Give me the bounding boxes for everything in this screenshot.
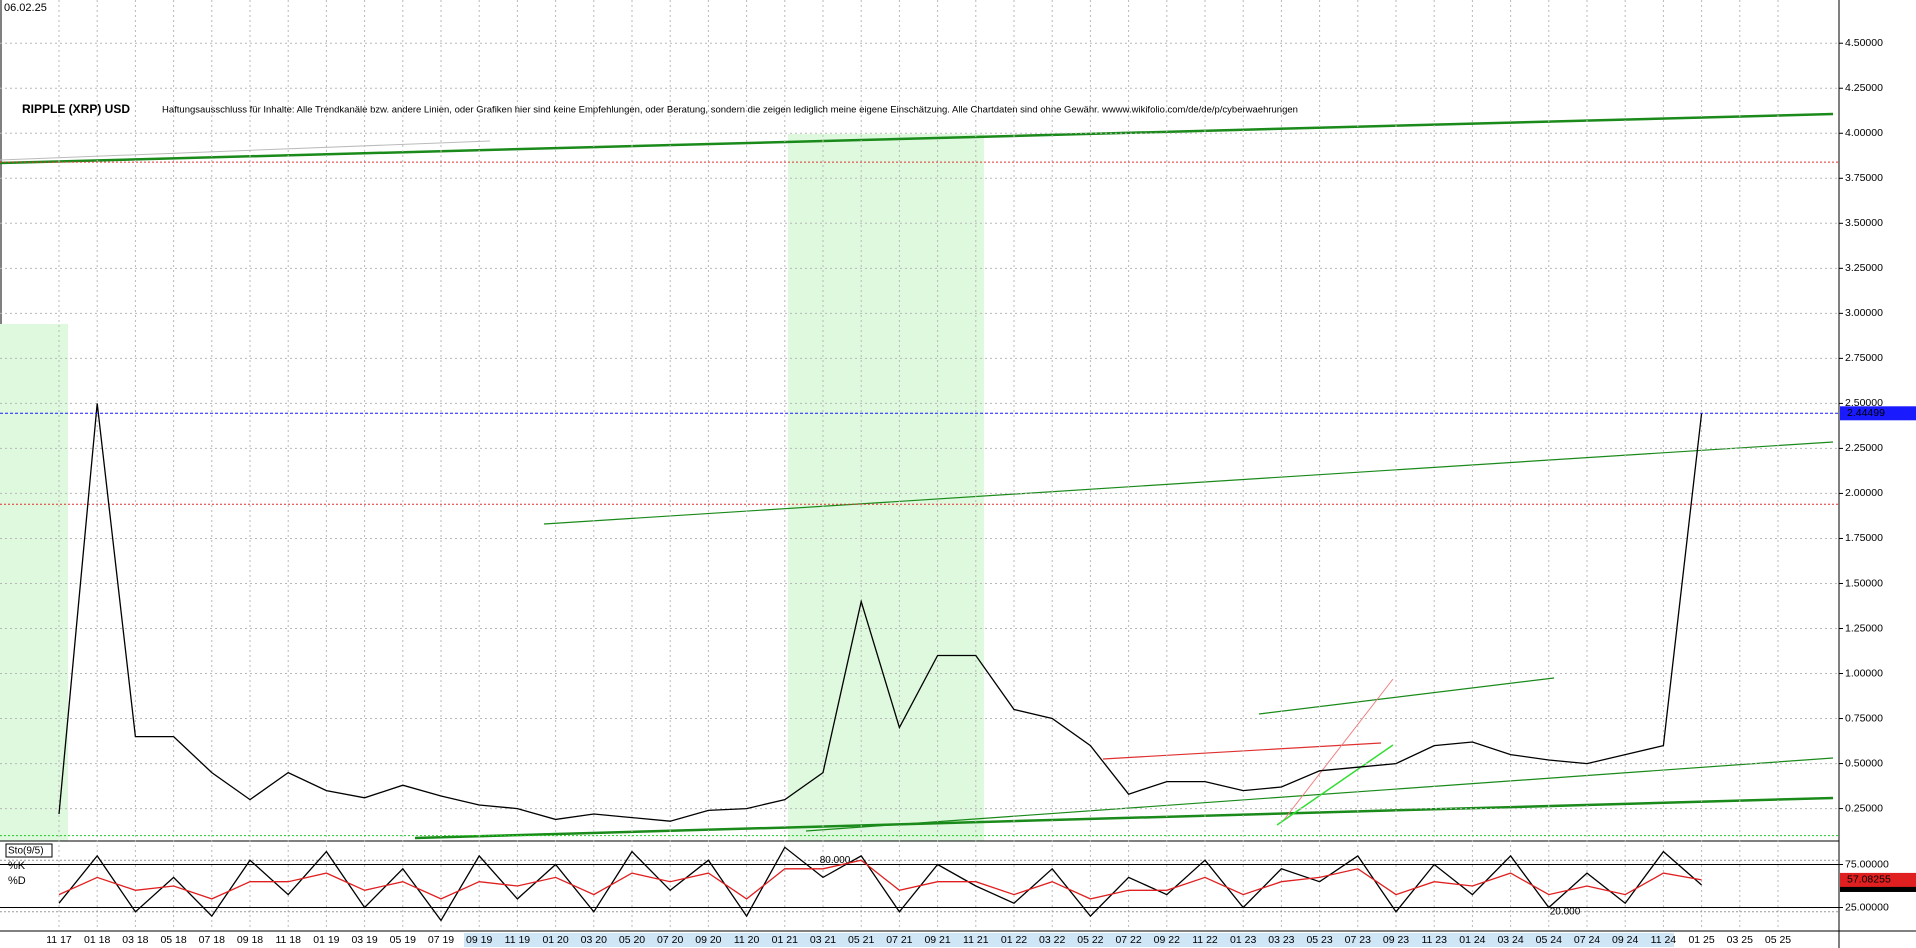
y-tick-label: 1.00000 xyxy=(1845,667,1883,679)
y-tick-label: 1.50000 xyxy=(1845,577,1883,589)
x-tick-label: 05 25 xyxy=(1765,934,1791,946)
series-line xyxy=(58,859,1702,900)
legend-label: %D xyxy=(8,875,26,887)
x-tick-label: 09 22 xyxy=(1154,934,1180,946)
x-tick-label: 11 21 xyxy=(963,934,989,946)
y-tick-label: 0.25000 xyxy=(1845,802,1883,814)
trendline xyxy=(1282,678,1394,822)
y-tick-label: 25.00000 xyxy=(1845,901,1889,913)
x-tick-label: 11 23 xyxy=(1421,934,1447,946)
x-tick-label: 01 23 xyxy=(1230,934,1256,946)
x-tick-label: 07 22 xyxy=(1115,934,1141,946)
x-tick-label: 01 18 xyxy=(84,934,110,946)
trendlines xyxy=(0,0,1839,929)
series-line xyxy=(58,403,1703,822)
chart-subtitle: Haftungsausschluss für Inhalte: Alle Tre… xyxy=(162,105,1298,116)
date-label: 06.02.25 xyxy=(4,2,47,14)
y-tick-label: 3.50000 xyxy=(1845,217,1883,229)
value-label: 57.08255 xyxy=(1847,874,1891,886)
x-tick-label: 07 18 xyxy=(199,934,225,946)
trendline xyxy=(543,441,1834,525)
trendline xyxy=(1276,744,1394,826)
y-tick-label: 3.00000 xyxy=(1845,307,1883,319)
x-tick-label: 07 24 xyxy=(1574,934,1600,946)
x-tick-label: 05 18 xyxy=(160,934,186,946)
chart-title: RIPPLE (XRP) USD xyxy=(22,102,130,116)
x-tick-label: 05 21 xyxy=(848,934,874,946)
x-tick-label: 03 21 xyxy=(810,934,836,946)
y-tick-label: 2.75000 xyxy=(1845,352,1883,364)
x-tick-label: 01 25 xyxy=(1688,934,1714,946)
x-tick-label: 01 21 xyxy=(772,934,798,946)
x-tick-label: 03 24 xyxy=(1497,934,1523,946)
x-tick-label: 01 22 xyxy=(1001,934,1027,946)
axis-highlight xyxy=(464,933,1674,947)
y-tick-label: 4.25000 xyxy=(1845,82,1883,94)
level-label: 80.000 xyxy=(820,855,851,866)
level-label: 20.000 xyxy=(1550,906,1581,917)
x-tick-label: 11 20 xyxy=(734,934,760,946)
x-tick-label: 07 21 xyxy=(886,934,912,946)
y-tick-label: 4.00000 xyxy=(1845,127,1883,139)
y-tick-label: 2.50000 xyxy=(1845,397,1883,409)
x-tick-label: 01 19 xyxy=(313,934,339,946)
x-tick-label: 09 23 xyxy=(1383,934,1409,946)
legend-label: %K xyxy=(8,860,26,872)
y-tick-label: 0.75000 xyxy=(1845,712,1883,724)
y-tick-label: 75.00000 xyxy=(1845,858,1889,870)
x-tick-label: 07 23 xyxy=(1345,934,1371,946)
x-tick-label: 05 23 xyxy=(1306,934,1332,946)
x-tick-label: 09 20 xyxy=(695,934,721,946)
y-tick-label: 3.75000 xyxy=(1845,172,1883,184)
x-tick-label: 11 19 xyxy=(505,934,531,946)
x-tick-label: 09 19 xyxy=(466,934,492,946)
x-tick-label: 05 19 xyxy=(390,934,416,946)
x-tick-label: 11 22 xyxy=(1192,934,1218,946)
x-tick-label: 03 19 xyxy=(351,934,377,946)
x-tick-label: 05 20 xyxy=(619,934,645,946)
x-tick-label: 03 25 xyxy=(1727,934,1753,946)
y-tick-label: 1.25000 xyxy=(1845,622,1883,634)
x-tick-label: 07 20 xyxy=(657,934,683,946)
x-tick-label: 09 24 xyxy=(1612,934,1638,946)
x-tick-label: 03 23 xyxy=(1268,934,1294,946)
value-box xyxy=(1840,872,1916,887)
indicator-title: Sto(9/5) xyxy=(8,846,44,857)
x-tick-label: 11 17 xyxy=(46,934,72,946)
x-tick-label: 01 20 xyxy=(542,934,568,946)
trendline xyxy=(0,140,491,161)
x-tick-label: 05 22 xyxy=(1077,934,1103,946)
indicator-box xyxy=(5,843,53,858)
y-tick-label: 0.50000 xyxy=(1845,757,1883,769)
x-tick-label: 11 24 xyxy=(1651,934,1677,946)
trendline xyxy=(1258,677,1555,715)
value-label: 2.44499 xyxy=(1847,407,1885,419)
y-tick-label: 3.25000 xyxy=(1845,262,1883,274)
x-tick-label: 03 20 xyxy=(581,934,607,946)
y-tick-label: 1.75000 xyxy=(1845,532,1883,544)
x-tick-label: 03 18 xyxy=(122,934,148,946)
trendline xyxy=(1102,742,1382,760)
value-box xyxy=(1840,406,1916,421)
x-tick-label: 07 19 xyxy=(428,934,454,946)
x-tick-label: 09 21 xyxy=(924,934,950,946)
x-tick-label: 09 18 xyxy=(237,934,263,946)
x-tick-label: 01 24 xyxy=(1459,934,1485,946)
highlight-zone xyxy=(788,134,984,841)
x-tick-label: 03 22 xyxy=(1039,934,1065,946)
trendline xyxy=(414,796,1834,840)
series-line xyxy=(58,846,1703,922)
trendline xyxy=(805,757,1834,832)
y-tick-label: 2.25000 xyxy=(1845,442,1883,454)
trendline xyxy=(0,112,1834,165)
x-tick-label: 05 24 xyxy=(1536,934,1562,946)
y-tick-label: 2.00000 xyxy=(1845,487,1883,499)
x-tick-label: 11 18 xyxy=(275,934,301,946)
y-tick-label: 4.50000 xyxy=(1845,37,1883,49)
highlight-zone xyxy=(0,324,68,841)
